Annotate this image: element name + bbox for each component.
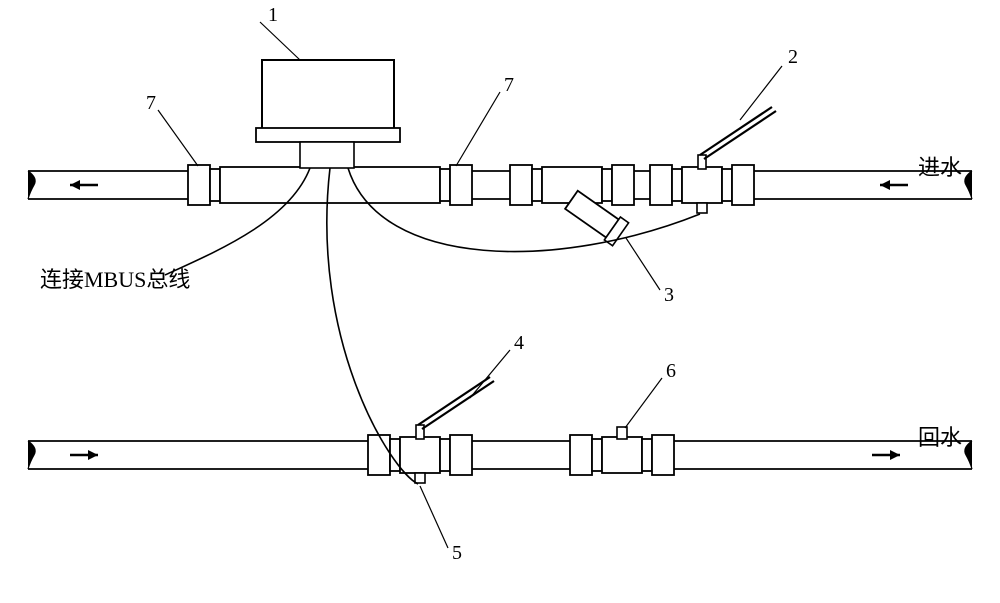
callout-7b: 7 [504, 74, 514, 97]
return-label: 回水 [918, 420, 962, 452]
diagram-canvas: 连接MBUS总线 进水 回水 1 2 3 4 5 6 7 7 [0, 0, 1000, 603]
inlet-label: 进水 [918, 150, 962, 182]
callout-7a: 7 [146, 92, 156, 115]
callout-3: 3 [664, 284, 674, 307]
callout-6: 6 [666, 360, 676, 383]
callout-1: 1 [268, 4, 278, 27]
mbus-label: 连接MBUS总线 [40, 262, 190, 294]
callout-2: 2 [788, 46, 798, 69]
callout-4: 4 [514, 332, 524, 355]
callout-5: 5 [452, 542, 462, 565]
diagram-svg [0, 0, 1000, 603]
